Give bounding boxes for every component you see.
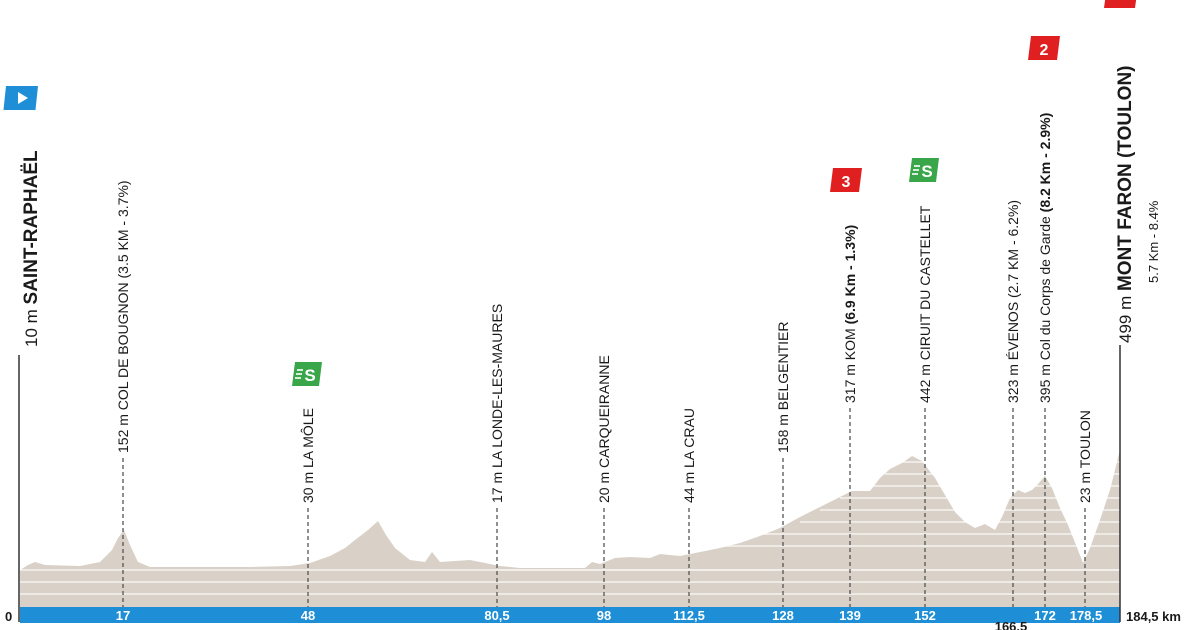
sprint-icon: S [909,158,939,182]
km-label: 48 [301,608,315,623]
finish-climb-info: 5.7 Km - 8.4% [1146,200,1161,283]
waypoint-label-kom: 317 m KOM (6.9 Km - 1.3%) [842,225,858,403]
kom-icon: 2 [1028,36,1060,60]
km-label: 172 [1034,608,1056,623]
waypoint-label: 442 m CIRUIT DU CASTELLET [917,205,933,403]
start-label: 10 m SAINT-RAPHAËL [21,150,42,347]
distance-bar [20,607,1120,623]
waypoint-label: 30 m LA MÔLE [300,408,316,503]
sprint-icon: S [292,362,322,386]
svg-text:S: S [921,162,932,181]
km-label: 152 [914,608,936,623]
waypoint-lines [122,408,1086,607]
start-flag-icon [3,86,38,110]
km-finish: 184,5 km [1126,609,1181,624]
grid-lines [20,461,1120,595]
km-label: 98 [597,608,611,623]
kom-icon: 3 [830,168,862,192]
waypoint-label: 158 m BELGENTIER [775,322,791,454]
waypoint-label-kom: 395 m Col du Corps de Garde (8.2 Km - 2.… [1037,113,1053,403]
svg-text:S: S [304,366,315,385]
km-label: 178,5 [1070,608,1103,623]
svg-text:3: 3 [842,174,851,191]
svg-text:2: 2 [1040,42,1049,59]
waypoint-label: 152 m COL DE BOUGNON (3.5 KM - 3.7%) [115,180,131,453]
km-start: 0 [5,609,12,624]
km-label: 112,5 [673,608,705,623]
km-label: 80,5 [484,608,509,623]
waypoint-label: 20 m CARQUEIRANNE [596,355,612,503]
waypoint-label: 23 m TOULON [1077,410,1093,503]
waypoint-label: 44 m LA CRAU [681,408,697,503]
km-label-below: 166,5 [995,619,1028,630]
finish-flag-icon [1104,0,1137,8]
elevation-profile [20,450,1120,607]
waypoint-label: 323 m ÉVENOS (2.7 KM - 6.2%) [1005,200,1021,403]
waypoint-label: 17 m LA LONDE-LES-MAURES [489,304,505,503]
km-label: 139 [839,608,861,623]
km-label: 17 [116,608,130,623]
finish-label: 499 m MONT FARON (TOULON) [1115,66,1136,344]
km-label: 128 [772,608,794,623]
